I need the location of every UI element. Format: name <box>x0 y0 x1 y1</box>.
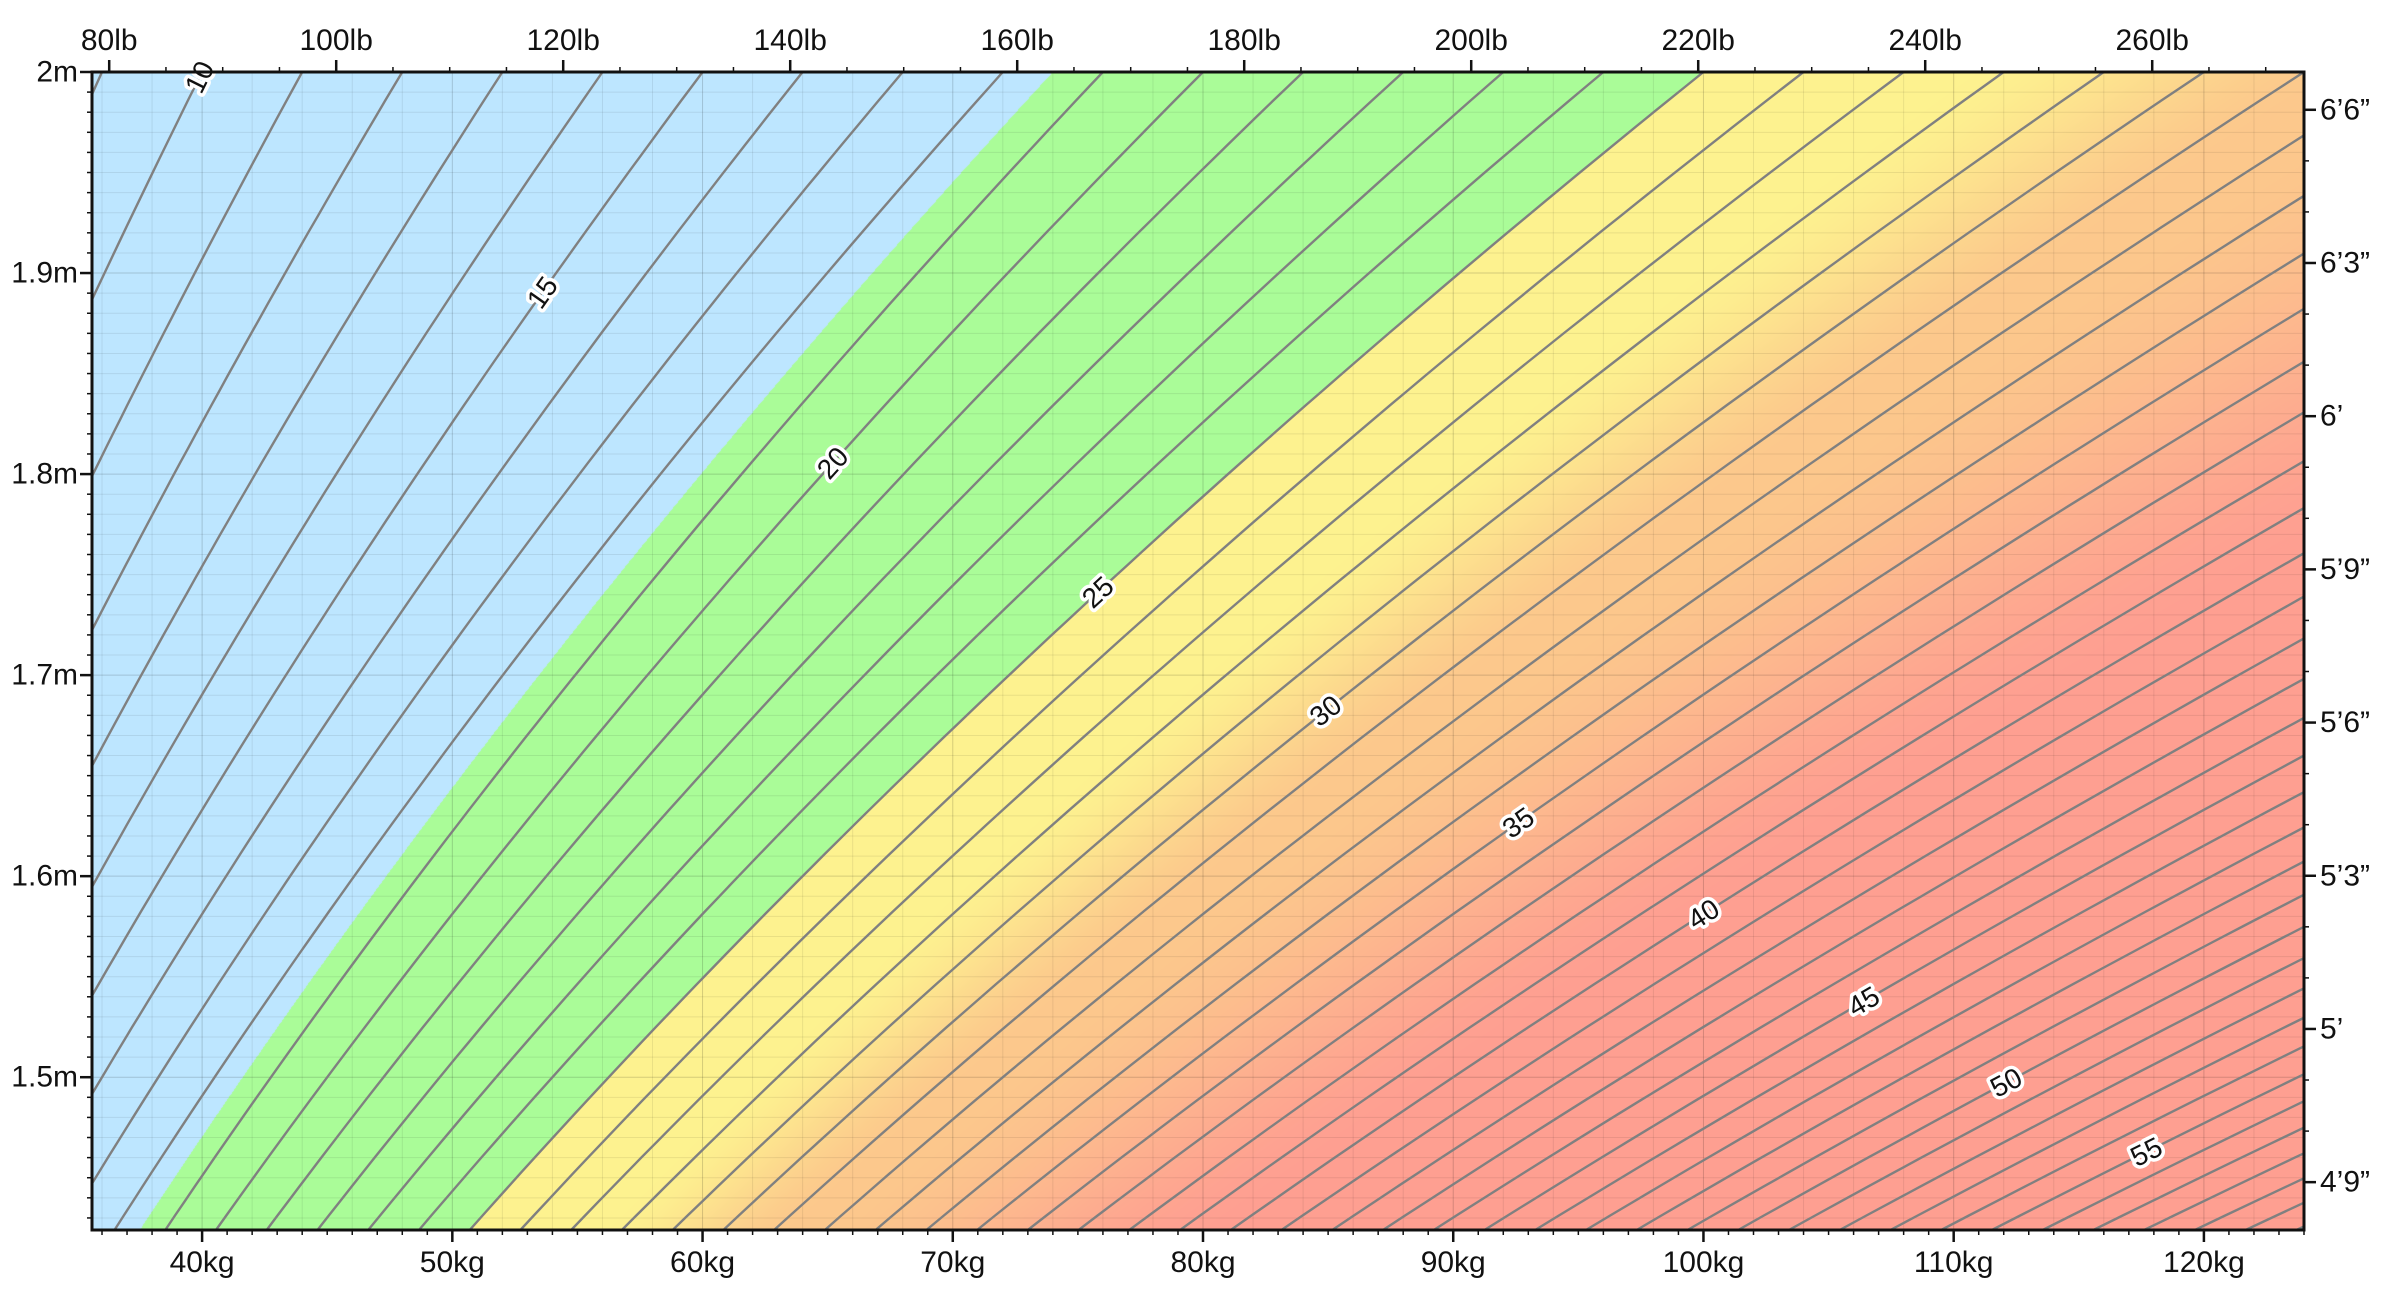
x2-tick-label: 260lb <box>2116 24 2189 57</box>
bmi-contour-19 <box>164 72 1104 1230</box>
bmi-contour-27 <box>570 72 1905 1230</box>
bmi-contour-39 <box>1179 506 2304 1230</box>
bmi-contour-17 <box>92 72 904 1186</box>
bmi-contour-38 <box>1128 459 2304 1230</box>
x-tick-label: 60kg <box>670 1246 735 1279</box>
x2-tick-label: 140lb <box>754 24 827 57</box>
x-tick-label: 110kg <box>1914 1246 1994 1279</box>
bmi-contour-36 <box>1027 360 2304 1230</box>
bmi-contour-40 <box>1230 551 2304 1230</box>
axes: 40kg 50kg 60kg 70kg 80kg 90kg 100kg 110kg 120kg 8… <box>11 24 2370 1279</box>
y-tick-label: 1.5m <box>11 1061 78 1094</box>
x2-tick-label: 240lb <box>1889 24 1962 57</box>
bmi-contour-20 <box>215 72 1204 1230</box>
x-tick-label: 80kg <box>1170 1246 1235 1279</box>
bmi-contour-29 <box>671 72 2105 1230</box>
bmi-contour-33 <box>874 194 2304 1230</box>
bmi-contour-46 <box>1534 790 2304 1230</box>
bmi-contour-10 <box>92 72 204 303</box>
bmi-contour-26 <box>519 72 1805 1230</box>
y2-tick-label: 4’9” <box>2320 1166 2370 1199</box>
y2-tick-label: 6’3” <box>2320 246 2370 279</box>
y2-tick-label: 5’6” <box>2320 706 2370 739</box>
bmi-contour-49 <box>1686 893 2304 1230</box>
bmi-contour-16 <box>92 72 804 1097</box>
x2-tick-label: 80lb <box>81 24 138 57</box>
bmi-contour-53 <box>1889 1016 2304 1230</box>
plot-frame <box>90 70 2306 1232</box>
x2-tick-label: 120lb <box>527 24 600 57</box>
x-tick-label: 40kg <box>170 1246 235 1279</box>
bmi-contour-52 <box>1839 986 2304 1230</box>
bmi-contour-42 <box>1331 637 2304 1230</box>
y-tick-label: 1.9m <box>11 257 78 290</box>
bmi-contour-15 <box>92 72 704 999</box>
bmi-contour-34 <box>925 252 2304 1230</box>
y2-tick-label: 6’6” <box>2320 93 2370 126</box>
x2-tick-label: 220lb <box>1662 24 1735 57</box>
y-tick-label: 1.7m <box>11 659 78 692</box>
bmi-contour-41 <box>1280 595 2304 1230</box>
x2-tick-label: 180lb <box>1208 24 1281 57</box>
x2-tick-label: 160lb <box>981 24 1054 57</box>
bmi-contour-14 <box>92 72 604 890</box>
x-tick-label: 50kg <box>420 1246 485 1279</box>
bmi-contour-51 <box>1788 956 2304 1230</box>
bmi-contour-12 <box>92 72 404 633</box>
y-tick-label: 2m <box>36 56 78 89</box>
bmi-contour-24 <box>418 72 1605 1230</box>
x-tick-label: 100kg <box>1663 1246 1745 1279</box>
bmi-contour-lines <box>0 72 2304 1230</box>
bmi-contour-18 <box>113 72 1004 1230</box>
bmi-contour-37 <box>1077 411 2304 1230</box>
bmi-contour-48 <box>1636 860 2304 1230</box>
bmi-contour-43 <box>1382 677 2304 1230</box>
bmi-contour-23 <box>367 72 1505 1230</box>
bmi-contour-50 <box>1737 925 2304 1230</box>
x-tick-label: 120kg <box>2163 1246 2245 1279</box>
bmi-contour-32 <box>824 133 2304 1230</box>
bmi-contour-44 <box>1433 716 2304 1230</box>
y2-tick-label: 6’ <box>2320 400 2343 433</box>
x-tick-label: 70kg <box>920 1246 985 1279</box>
bmi-contour-25 <box>468 72 1705 1230</box>
bmi-contour-13 <box>92 72 504 769</box>
y2-tick-label: 5’9” <box>2320 553 2370 586</box>
bmi-contour-9 <box>92 72 104 98</box>
x-tick-label: 90kg <box>1421 1246 1486 1279</box>
y-tick-label: 1.8m <box>11 458 78 491</box>
y2-tick-label: 5’3” <box>2320 859 2370 892</box>
bmi-contour-28 <box>621 72 2005 1230</box>
bmi-contour-21 <box>265 72 1304 1230</box>
bmi-contour-11 <box>92 72 304 479</box>
bmi-contour-35 <box>976 307 2304 1230</box>
bmi-contour-47 <box>1585 825 2304 1230</box>
y2-tick-label: 5’ <box>2320 1012 2343 1045</box>
bmi-contour-31 <box>773 72 2304 1230</box>
x2-tick-label: 200lb <box>1435 24 1508 57</box>
bmi-contour-30 <box>722 72 2205 1230</box>
bmi-contour-22 <box>316 72 1405 1230</box>
y-tick-label: 1.6m <box>11 860 78 893</box>
bmi-contour-45 <box>1483 754 2304 1230</box>
x2-tick-label: 100lb <box>299 24 372 57</box>
bmi-contour-8 <box>0 72 2 1230</box>
